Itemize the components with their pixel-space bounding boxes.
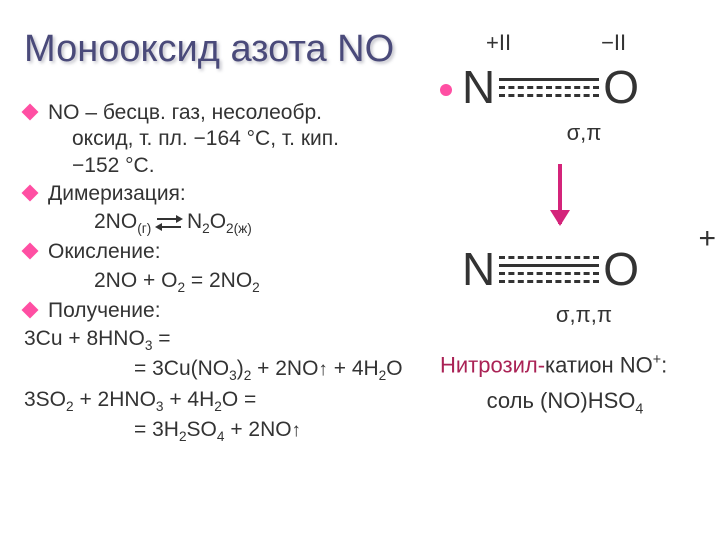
desc-line2: оксид, т. пл. −164 °С, т. кип. [48, 127, 339, 150]
so2-eq-line1: 3SO2 + 2HNO3 + 4H2O = [24, 387, 424, 415]
sub-2b: 2(ж) [226, 221, 252, 236]
cu-s3b: 3 [229, 368, 237, 383]
ox-plus-two: +II [486, 30, 511, 56]
oxidation-label: Окисление: [24, 239, 424, 265]
double-bond-icon [499, 72, 599, 102]
cu-eq-line2: = 3Cu(NO3)2 + 2NO↑ + 4H2O [24, 356, 424, 384]
so2-eq-line2: = 3H2SO4 + 2NO↑ [24, 417, 424, 445]
desc-line3: −152 °С. [48, 154, 155, 177]
so2-s3: 3 [156, 399, 164, 414]
down-arrow-icon [558, 164, 562, 224]
nitrosyl-tail: : [661, 352, 667, 377]
salt-a: соль (NO)HSO [487, 388, 636, 413]
sub-2a: 2 [202, 221, 210, 236]
cu-l2d: + 4H [328, 357, 379, 380]
dimerization-eq: 2NO(г) N2O2(ж) [24, 209, 424, 237]
bullet-icon [440, 84, 452, 96]
preparation-label: Получение: [24, 298, 424, 324]
cu-l2a: = 3Cu(NO [134, 357, 229, 380]
cu-l1a: 3Cu + 8HNO [24, 327, 145, 350]
so2-2b: SO [187, 418, 217, 441]
so2-c: + 4H [164, 388, 215, 411]
ox-minus-two: −II [601, 30, 626, 56]
nitrosyl-red-part: Нитрозил- [440, 352, 545, 377]
cu-l1b: = [152, 327, 170, 350]
nitrosyl-sup: + [653, 352, 661, 368]
cu-eq-line1: 3Cu + 8HNO3 = [24, 326, 424, 354]
so2-s2: 2 [66, 399, 74, 414]
ox-sub2: 2 [177, 280, 185, 295]
right-column: +II −II N O σ,π N O + σ,π,π Нитрозил-кат… [440, 30, 710, 418]
so2-b: + 2HNO [74, 388, 156, 411]
gas-arrow-icon: ↑ [318, 359, 327, 380]
triple-bond-icon [499, 254, 599, 284]
cu-l2c: + 2NO [251, 357, 318, 380]
no-description: NO – бесцв. газ, несолеобр. оксид, т. пл… [24, 100, 424, 179]
so2-2s2: 2 [179, 429, 187, 444]
dimer-rhs-o: O [210, 210, 226, 233]
dimer-rhs-n: N [187, 210, 202, 233]
no-plus-structure: N O + [440, 242, 710, 296]
atom-o: O [603, 60, 639, 114]
no-structure: N O [440, 60, 710, 114]
so2-2a: = 3H [134, 418, 179, 441]
so2-a: 3SO [24, 388, 66, 411]
left-column: NO – бесцв. газ, несолеобр. оксид, т. пл… [24, 100, 424, 447]
cu-l2e: O [386, 357, 402, 380]
slide-title: Монооксид азота NO [24, 28, 394, 71]
dimerization-label: Димеризация: [24, 181, 424, 207]
dimer-lhs-state: (г) [137, 221, 151, 236]
ox-a: 2NO + O [94, 269, 177, 292]
sigma-pi-label-2: σ,π,π [440, 302, 710, 328]
ox-b: = 2NO [185, 269, 252, 292]
gas-arrow-icon-2: ↑ [292, 420, 301, 441]
so2-s2b: 2 [214, 399, 222, 414]
cu-l2b: ) [237, 357, 244, 380]
so2-2c: + 2NO [224, 418, 291, 441]
nitrosyl-rest: катион NO [545, 352, 653, 377]
atom-n: N [462, 60, 495, 114]
dimer-lhs: 2NO [94, 210, 137, 233]
nitrosyl-cation-label: Нитрозил-катион NO+: [440, 352, 710, 378]
salt-formula: соль (NO)HSO4 [440, 388, 710, 417]
atom-o-2: O [603, 242, 639, 296]
atom-n-2: N [462, 242, 495, 296]
oxidation-eq: 2NO + O2 = 2NO2 [24, 268, 424, 296]
ox-sub2b: 2 [252, 280, 260, 295]
charge-plus: + [698, 222, 716, 256]
so2-d: O = [222, 388, 256, 411]
oxidation-states: +II −II [440, 30, 710, 56]
desc-line1: NO – бесцв. газ, несолеобр. [48, 101, 322, 124]
sigma-pi-label-1: σ,π [440, 120, 710, 146]
salt-sub4: 4 [635, 402, 643, 418]
